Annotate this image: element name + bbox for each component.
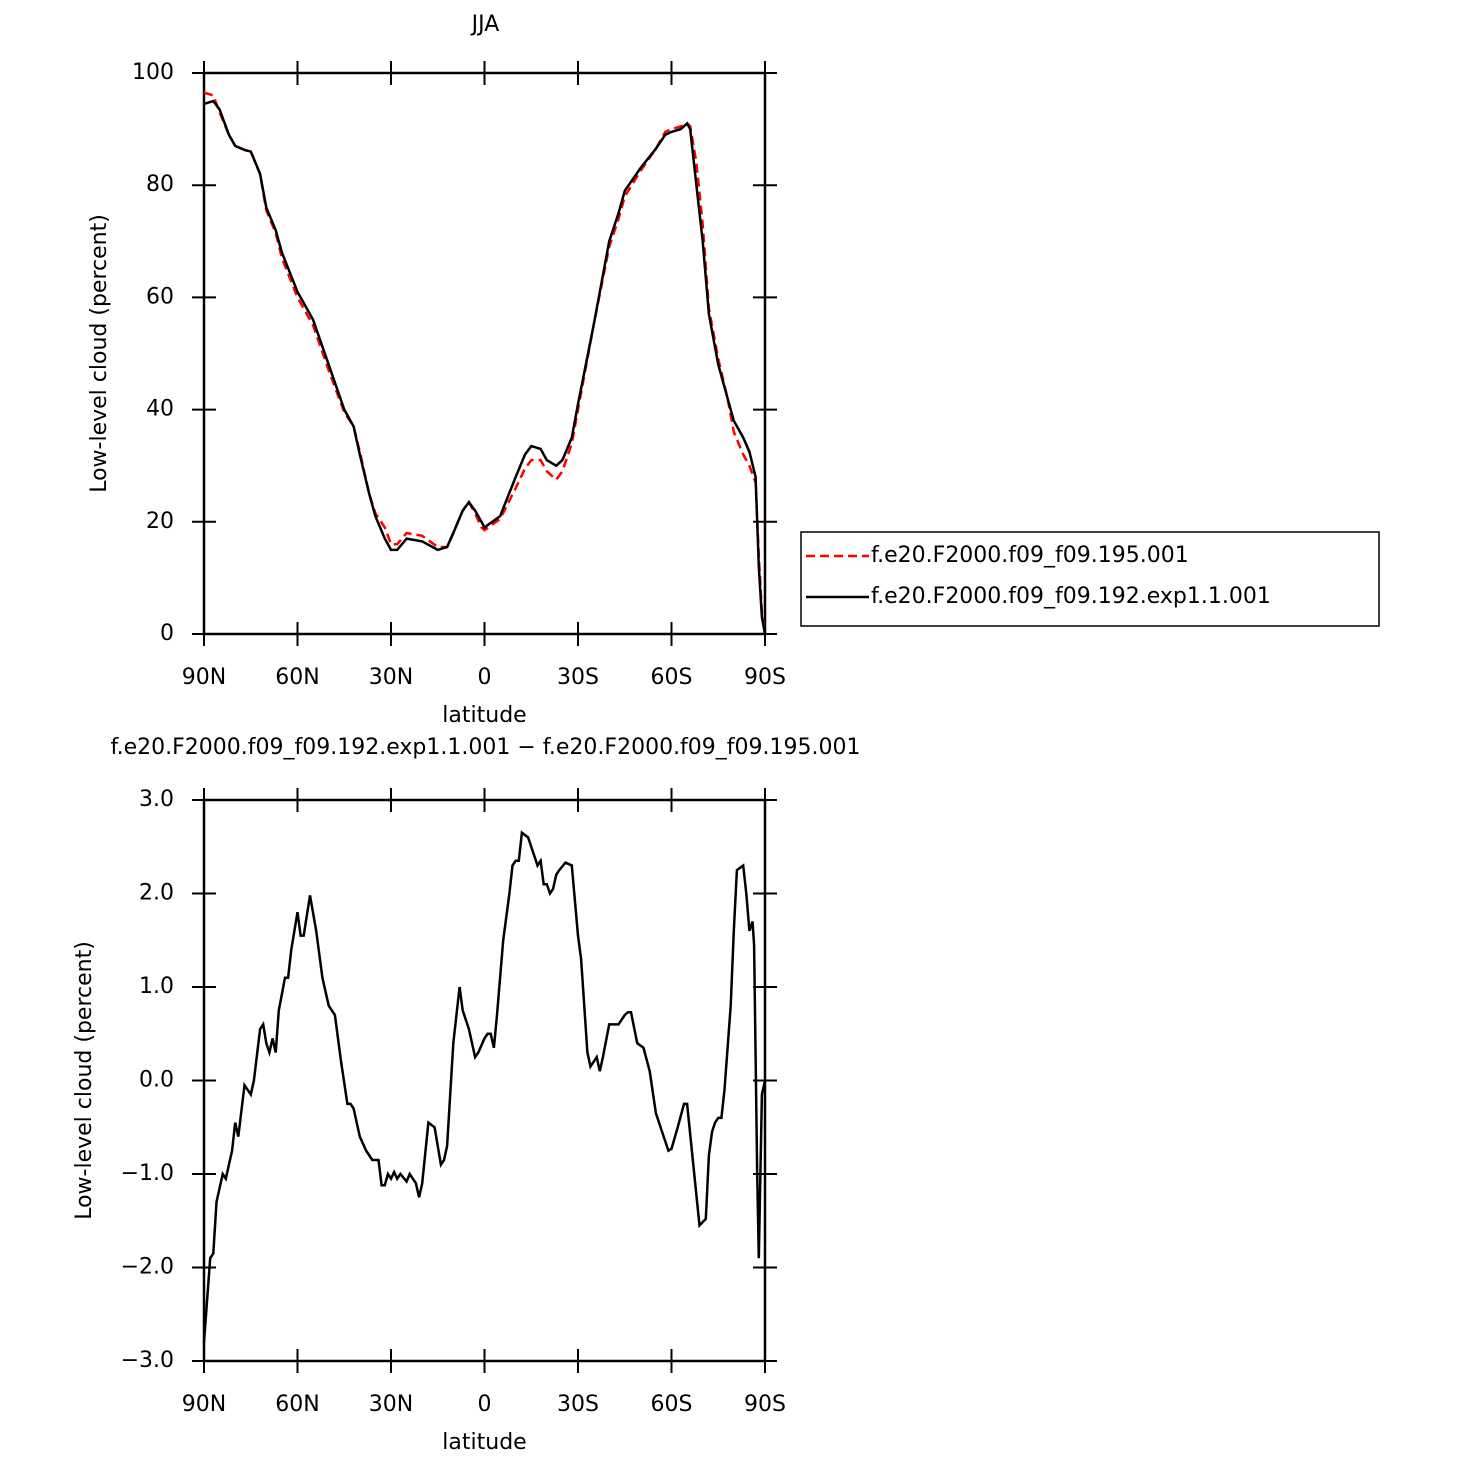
x-tick-label: 60N xyxy=(275,1392,319,1417)
y-tick-label: 40 xyxy=(146,397,174,422)
y-tick-label: 20 xyxy=(146,509,174,534)
y-tick-label: −2.0 xyxy=(121,1255,174,1280)
y-tick-label: −3.0 xyxy=(121,1348,174,1373)
y-tick-label: 1.0 xyxy=(139,974,174,999)
y-axis-label: Low-level cloud (percent) xyxy=(72,941,97,1220)
x-tick-label: 90N xyxy=(182,1392,226,1417)
x-tick-label: 30S xyxy=(557,1392,599,1417)
y-tick-label: −1.0 xyxy=(121,1161,174,1186)
x-tick-label: 60N xyxy=(275,665,319,690)
y-tick-label: 80 xyxy=(146,172,174,197)
plot-frame xyxy=(202,798,767,1363)
data-line xyxy=(203,99,767,635)
x-tick-label: 90S xyxy=(744,665,786,690)
y-tick-label: 0 xyxy=(160,621,174,646)
x-axis-label: latitude xyxy=(442,1430,526,1455)
legend-label: f.e20.F2000.f09_f09.192.exp1.1.001 xyxy=(871,584,1271,609)
y-tick-label: 0.0 xyxy=(139,1068,174,1093)
x-tick-label: 30N xyxy=(369,1392,413,1417)
legend-box xyxy=(800,531,1380,627)
x-tick-label: 90S xyxy=(744,1392,786,1417)
y-tick-label: 3.0 xyxy=(139,787,174,812)
y-axis-label: Low-level cloud (percent) xyxy=(87,214,112,493)
data-line xyxy=(202,830,767,1343)
x-tick-label: 0 xyxy=(478,1392,492,1417)
x-tick-label: 30N xyxy=(369,665,413,690)
y-tick-label: 2.0 xyxy=(139,881,174,906)
y-tick-label: 100 xyxy=(132,60,174,85)
x-tick-label: 60S xyxy=(651,665,693,690)
data-line xyxy=(203,91,767,635)
chart-title: f.e20.F2000.f09_f09.192.exp1.1.001 − f.e… xyxy=(110,735,860,760)
plot-frame xyxy=(202,71,767,636)
x-tick-label: 60S xyxy=(651,1392,693,1417)
x-tick-label: 90N xyxy=(182,665,226,690)
chart-title: JJA xyxy=(470,12,500,37)
y-tick-label: 60 xyxy=(146,284,174,309)
legend-label: f.e20.F2000.f09_f09.195.001 xyxy=(871,543,1189,568)
x-axis-label: latitude xyxy=(442,703,526,728)
x-tick-label: 30S xyxy=(557,665,599,690)
x-tick-label: 0 xyxy=(478,665,492,690)
